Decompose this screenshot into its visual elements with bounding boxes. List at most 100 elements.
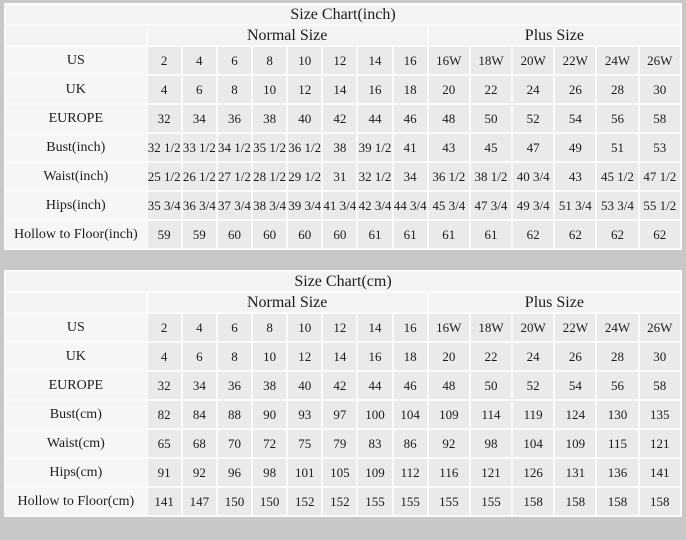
size-cell: 119 bbox=[513, 401, 554, 428]
size-cell: 16 bbox=[393, 314, 427, 341]
size-cell: 36 1/2 bbox=[288, 134, 322, 161]
size-cell: 116 bbox=[428, 459, 469, 486]
table-row: Waist(cm) 65 68 70 72 75 79 83 86 92 98 104 109 115 12… bbox=[6, 430, 680, 457]
size-cell: 14 bbox=[323, 343, 357, 370]
size-cell: 18W bbox=[470, 314, 512, 341]
table-row: UK 4 6 8 10 12 14 16 18 20 22 24 26 28 30 bbox=[6, 76, 680, 103]
size-cell: 43 bbox=[428, 134, 469, 161]
size-cell: 35 3/4 bbox=[147, 192, 181, 219]
group-header-normal-size: Normal Size bbox=[147, 293, 427, 312]
row-label: Bust(cm) bbox=[6, 401, 146, 428]
size-table: Size Chart(cm) Normal Size Plus Size US 2 4 6 8… bbox=[4, 270, 682, 517]
size-cell: 112 bbox=[393, 459, 427, 486]
size-cell: 136 bbox=[597, 459, 638, 486]
size-cell: 83 bbox=[358, 430, 392, 457]
size-cell: 39 1/2 bbox=[358, 134, 392, 161]
size-cell: 33 1/2 bbox=[182, 134, 216, 161]
size-cell: 51 bbox=[597, 134, 638, 161]
table-row: EUROPE 32 34 36 38 40 42 44 46 48 50 52 54 56 58 bbox=[6, 105, 680, 132]
size-cell: 40 bbox=[288, 372, 322, 399]
size-cell: 14 bbox=[358, 47, 392, 74]
size-cell: 155 bbox=[428, 488, 469, 515]
size-cell: 24 bbox=[513, 76, 554, 103]
size-cell: 61 bbox=[393, 221, 427, 248]
row-label: Hips(inch) bbox=[6, 192, 146, 219]
size-cell: 150 bbox=[217, 488, 252, 515]
row-label: Waist(cm) bbox=[6, 430, 146, 457]
size-cell: 104 bbox=[393, 401, 427, 428]
size-cell: 32 bbox=[147, 105, 181, 132]
size-cell: 25 1/2 bbox=[147, 163, 181, 190]
size-cell: 20W bbox=[513, 314, 554, 341]
size-cell: 4 bbox=[182, 47, 216, 74]
size-cell: 31 bbox=[323, 163, 357, 190]
size-cell: 86 bbox=[393, 430, 427, 457]
size-cell: 155 bbox=[358, 488, 392, 515]
size-cell: 10 bbox=[288, 314, 322, 341]
size-cell: 4 bbox=[147, 343, 181, 370]
size-cell: 8 bbox=[217, 76, 252, 103]
size-cell: 12 bbox=[323, 314, 357, 341]
size-cell: 18 bbox=[393, 343, 427, 370]
size-cell: 4 bbox=[182, 314, 216, 341]
row-label: Bust(inch) bbox=[6, 134, 146, 161]
size-cell: 46 bbox=[393, 105, 427, 132]
size-cell: 18W bbox=[470, 47, 512, 74]
size-cell: 34 bbox=[393, 163, 427, 190]
table-row: Hips(inch) 35 3/4 36 3/4 37 3/4 38 3/4 39 3/4… bbox=[6, 192, 680, 219]
size-cell: 45 3/4 bbox=[428, 192, 469, 219]
size-cell: 52 bbox=[513, 372, 554, 399]
row-label: US bbox=[6, 314, 146, 341]
size-cell: 61 bbox=[428, 221, 469, 248]
size-cell: 24W bbox=[597, 47, 638, 74]
size-cell: 124 bbox=[555, 401, 596, 428]
size-cell: 20 bbox=[428, 343, 469, 370]
size-cell: 2 bbox=[147, 314, 181, 341]
size-table: Size Chart(inch) Normal Size Plus Size US 2 4… bbox=[4, 3, 682, 250]
group-header-plus-size: Plus Size bbox=[428, 293, 680, 312]
size-cell: 22 bbox=[470, 343, 512, 370]
size-cell: 62 bbox=[513, 221, 554, 248]
size-cell: 61 bbox=[470, 221, 512, 248]
size-cell: 36 1/2 bbox=[428, 163, 469, 190]
size-cell: 34 bbox=[182, 372, 216, 399]
size-cell: 91 bbox=[147, 459, 181, 486]
size-cell: 55 1/2 bbox=[639, 192, 680, 219]
size-cell: 75 bbox=[288, 430, 322, 457]
size-cell: 20 bbox=[428, 76, 469, 103]
size-cell: 44 bbox=[358, 372, 392, 399]
row-label: EUROPE bbox=[6, 372, 146, 399]
size-cell: 54 bbox=[555, 372, 596, 399]
size-cell: 62 bbox=[639, 221, 680, 248]
size-cell: 105 bbox=[323, 459, 357, 486]
size-cell: 29 1/2 bbox=[288, 163, 322, 190]
size-cell: 121 bbox=[470, 459, 512, 486]
size-cell: 20W bbox=[513, 47, 554, 74]
row-label: US bbox=[6, 47, 146, 74]
size-cell: 88 bbox=[217, 401, 252, 428]
size-cell: 90 bbox=[253, 401, 287, 428]
size-cell: 79 bbox=[323, 430, 357, 457]
size-cell: 16W bbox=[428, 314, 469, 341]
size-cell: 14 bbox=[358, 314, 392, 341]
size-cell: 35 1/2 bbox=[253, 134, 287, 161]
size-cell: 2 bbox=[147, 47, 181, 74]
size-cell: 115 bbox=[597, 430, 638, 457]
size-cell: 70 bbox=[217, 430, 252, 457]
size-cell: 38 bbox=[323, 134, 357, 161]
size-cell: 152 bbox=[288, 488, 322, 515]
size-cell: 36 3/4 bbox=[182, 192, 216, 219]
size-cell: 26W bbox=[639, 314, 680, 341]
size-cell: 12 bbox=[288, 343, 322, 370]
size-cell: 72 bbox=[253, 430, 287, 457]
size-cell: 6 bbox=[182, 343, 216, 370]
size-cell: 53 3/4 bbox=[597, 192, 638, 219]
table-title: Size Chart(inch) bbox=[6, 5, 680, 24]
size-cell: 43 bbox=[555, 163, 596, 190]
size-cell: 10 bbox=[253, 343, 287, 370]
size-cell: 126 bbox=[513, 459, 554, 486]
size-cell: 155 bbox=[393, 488, 427, 515]
corner-cell bbox=[6, 293, 146, 312]
size-cell: 59 bbox=[182, 221, 216, 248]
row-label: Hips(cm) bbox=[6, 459, 146, 486]
